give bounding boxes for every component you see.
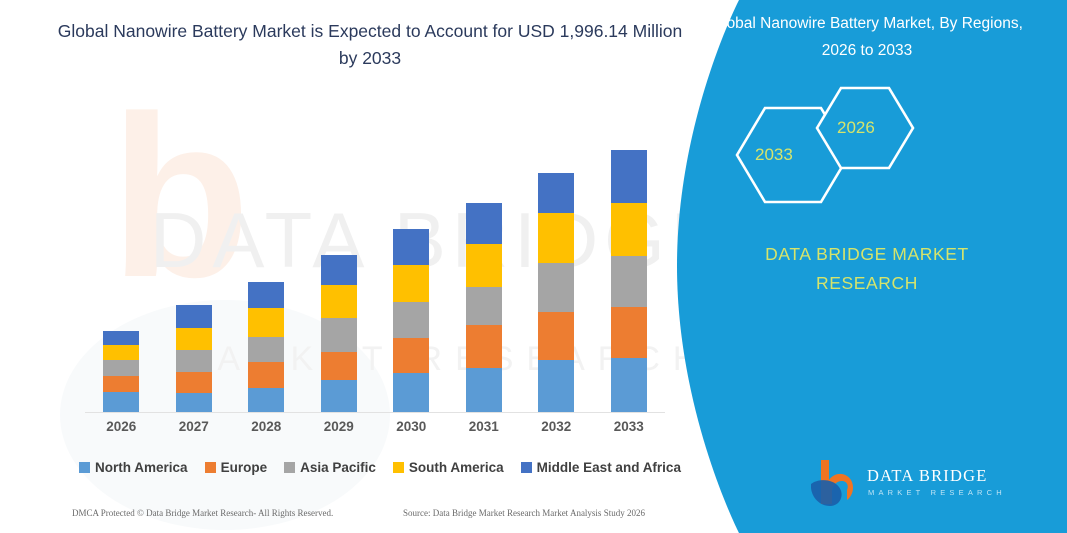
panel-title: Global Nanowire Battery Market, By Regio… xyxy=(711,15,1023,59)
bar-segment[interactable] xyxy=(393,372,430,412)
bar-segment[interactable] xyxy=(393,229,430,266)
hexagon-2033-label: 2033 xyxy=(755,145,793,164)
bar-segment[interactable] xyxy=(465,287,502,325)
x-axis-tick-label: 2029 xyxy=(323,419,354,434)
bar-segment[interactable] xyxy=(103,391,140,412)
legend-item[interactable]: South America xyxy=(392,459,504,475)
logo-subtitle: MARKET RESEARCH xyxy=(868,488,1006,497)
bar-segment[interactable] xyxy=(320,255,357,285)
bar-segment[interactable] xyxy=(465,203,502,245)
x-axis-tick-label: 2028 xyxy=(251,419,282,434)
x-axis: 2026 2027 2028 2029 2030 2031 2032 2033 xyxy=(85,419,665,443)
bar-segment[interactable] xyxy=(610,203,647,256)
legend-label: South America xyxy=(408,459,504,475)
bar-segment[interactable] xyxy=(103,375,140,392)
bar-segment[interactable] xyxy=(320,317,357,352)
axis-baseline xyxy=(85,412,665,413)
legend-item[interactable]: Middle East and Africa xyxy=(520,459,681,475)
bar-group[interactable] xyxy=(610,150,647,412)
legend-swatch-icon xyxy=(520,461,532,473)
bar-segment[interactable] xyxy=(465,367,502,412)
data-bridge-logo: DATA BRIDGE MARKET RESEARCH xyxy=(807,458,1037,514)
hexagons-svg xyxy=(735,86,915,204)
footer-source: Source: Data Bridge Market Research Mark… xyxy=(403,508,645,518)
bar-segment[interactable] xyxy=(393,301,430,338)
bar-segment[interactable] xyxy=(103,330,140,345)
bar-segment[interactable] xyxy=(538,311,575,360)
legend-label: Middle East and Africa xyxy=(536,459,681,475)
bar-segment[interactable] xyxy=(175,327,212,350)
bar-segment[interactable] xyxy=(248,336,285,362)
brand-line1: DATA BRIDGE MARKET xyxy=(765,244,969,264)
bar-group[interactable] xyxy=(538,172,575,412)
bar-segment[interactable] xyxy=(175,305,212,328)
x-axis-tick-label: 2026 xyxy=(106,419,137,434)
bar-segment[interactable] xyxy=(175,349,212,372)
plot-area xyxy=(85,92,665,412)
legend-swatch-icon xyxy=(284,461,296,473)
legend-swatch-icon xyxy=(79,461,91,473)
legend-swatch-icon xyxy=(204,461,216,473)
bar-segment[interactable] xyxy=(103,359,140,376)
bar-segment[interactable] xyxy=(610,150,647,204)
bar-segment[interactable] xyxy=(610,306,647,358)
legend-item[interactable]: North America xyxy=(79,460,188,475)
chart-legend: North America Europe Asia Pacific South Ame… xyxy=(79,455,681,479)
legend-label: Europe xyxy=(220,459,268,475)
x-axis-tick-label: 2030 xyxy=(396,419,427,434)
bar-group[interactable] xyxy=(103,330,140,412)
brand-text: DATA BRIDGE MARKET RESEARCH xyxy=(687,240,1047,298)
legend-swatch-icon xyxy=(392,461,404,473)
bar-segment[interactable] xyxy=(248,307,285,337)
hexagon-group: 2033 2026 xyxy=(707,80,1027,220)
bar-segment[interactable] xyxy=(538,263,575,312)
hexagon-2026-label: 2026 xyxy=(837,118,875,137)
bar-segment[interactable] xyxy=(465,244,502,288)
bar-group[interactable] xyxy=(393,229,430,412)
logo-title: DATA BRIDGE xyxy=(867,466,988,485)
bar-group[interactable] xyxy=(320,255,357,412)
bar-group[interactable] xyxy=(175,305,212,412)
bar-segment[interactable] xyxy=(610,357,647,412)
bar-segment[interactable] xyxy=(320,284,357,318)
bar-segment[interactable] xyxy=(538,359,575,412)
chart-panel: b DATA BRIDGE MARKET RESEARCH Global Nan… xyxy=(0,21,740,530)
bar-segment[interactable] xyxy=(393,265,430,302)
bar-segment[interactable] xyxy=(248,387,285,412)
bar-segment[interactable] xyxy=(465,324,502,368)
panel-background-shape xyxy=(677,0,1067,533)
bar-segment[interactable] xyxy=(248,361,285,388)
bar-segment[interactable] xyxy=(393,337,430,373)
x-axis-tick-label: 2033 xyxy=(613,419,644,434)
x-axis-tick-label: 2032 xyxy=(541,419,572,434)
bar-group[interactable] xyxy=(465,203,502,412)
x-axis-tick-label: 2027 xyxy=(178,419,209,434)
bar-segment[interactable] xyxy=(320,379,357,412)
footer: DMCA Protected © Data Bridge Market Rese… xyxy=(0,508,740,530)
legend-item[interactable]: Europe xyxy=(204,459,268,475)
bar-segment[interactable] xyxy=(320,351,357,380)
footer-copyright: DMCA Protected © Data Bridge Market Rese… xyxy=(72,508,334,518)
bar-segment[interactable] xyxy=(103,344,140,360)
bar-segment[interactable] xyxy=(248,281,285,308)
legend-label: North America xyxy=(95,459,188,475)
hexagon-2026-icon xyxy=(815,86,915,170)
legend-label: Asia Pacific xyxy=(300,459,376,475)
bar-segment[interactable] xyxy=(175,371,212,393)
right-panel: Global Nanowire Battery Market, By Regio… xyxy=(667,0,1067,533)
logo-mark-icon xyxy=(811,460,853,506)
bar-segment[interactable] xyxy=(538,172,575,214)
bar-segment[interactable] xyxy=(175,392,212,412)
brand-line2: RESEARCH xyxy=(815,273,919,293)
chart-title: Global Nanowire Battery Market is Expect… xyxy=(57,21,683,68)
bar-segment[interactable] xyxy=(538,213,575,264)
legend-item[interactable]: Asia Pacific xyxy=(284,460,376,475)
x-axis-tick-label: 2031 xyxy=(468,419,499,434)
bar-segment[interactable] xyxy=(610,255,647,307)
bar-group[interactable] xyxy=(248,281,285,412)
